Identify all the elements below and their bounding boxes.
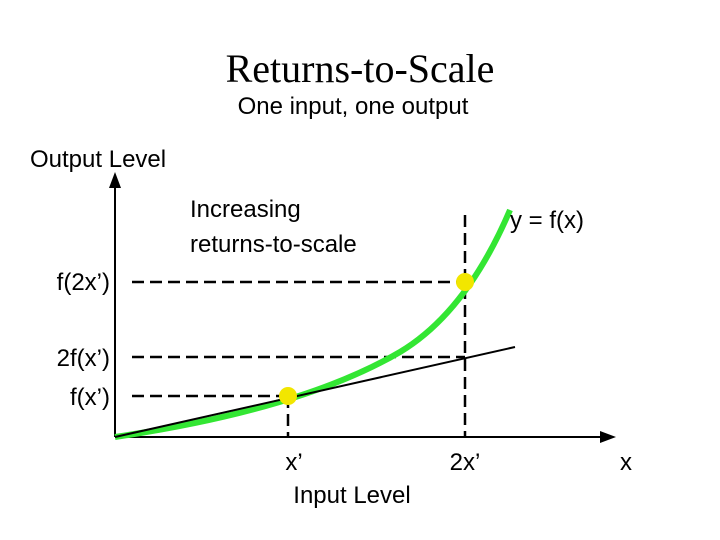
annotation: Increasing [190,196,301,223]
subtitle: One input, one output [238,93,469,120]
y-axis-label: Output Level [30,146,166,173]
constant-returns-ray [114,346,516,438]
x-label: 2x’ [450,449,481,476]
y-label: f(x’) [70,384,110,411]
x-label: x’ [285,449,302,476]
annotation: returns-to-scale [190,231,357,258]
y-label: 2f(x’) [57,345,110,372]
production-curve [114,208,513,440]
curve-label: y = f(x) [510,207,584,234]
x-axis-label: Input Level [293,482,410,509]
point [456,273,474,291]
y-label: f(2x’) [57,269,110,296]
x-label: x [620,449,632,476]
point [279,387,297,405]
title: Returns-to-Scale [226,46,495,91]
